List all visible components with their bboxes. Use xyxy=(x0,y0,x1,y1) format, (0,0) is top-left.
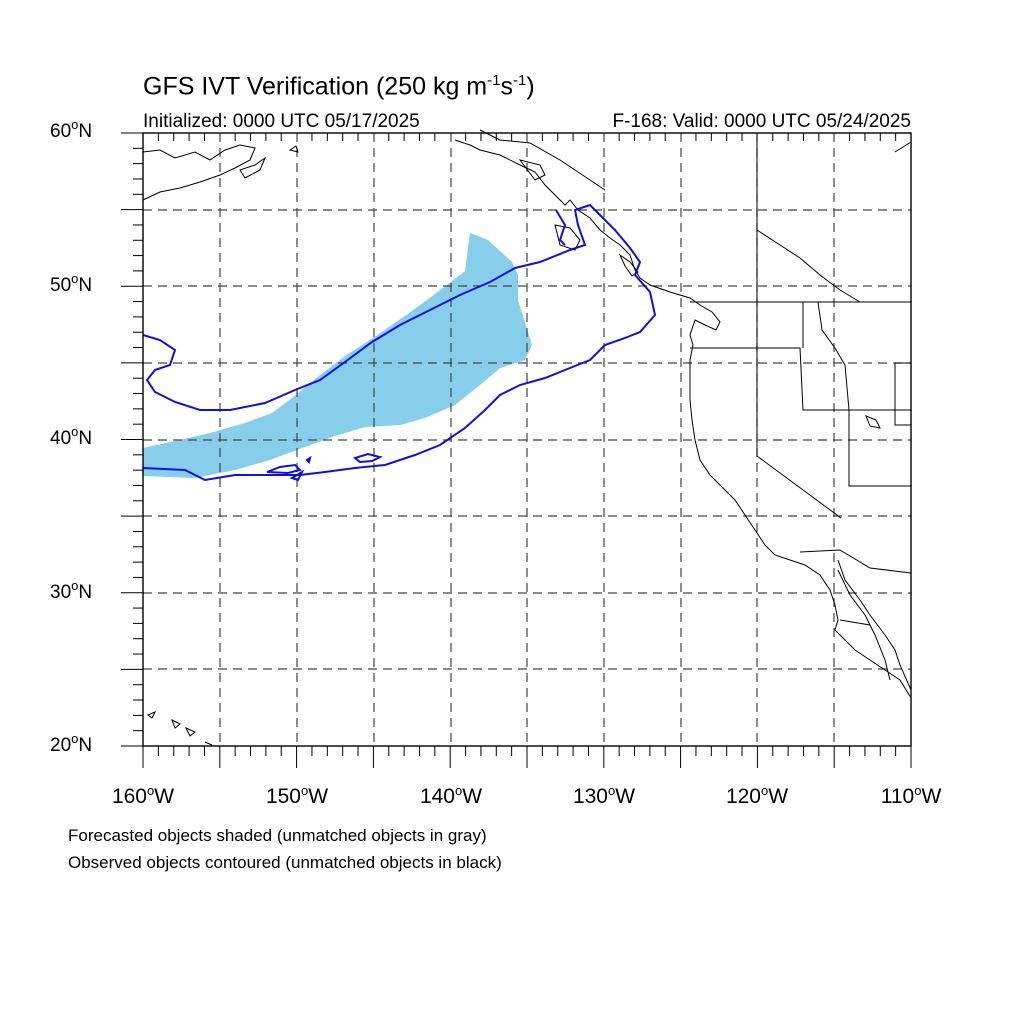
observed-object-contours xyxy=(142,203,657,482)
lon-label-110w: 110oW xyxy=(880,783,942,808)
lat-label-30: 30oN xyxy=(50,578,93,603)
lat-label-50: 50oN xyxy=(50,271,93,296)
lon-label-160w: 160oW xyxy=(111,783,175,808)
axis-ticks xyxy=(121,132,912,768)
legend-note-observed: Observed objects contoured (unmatched ob… xyxy=(68,853,502,872)
valid-time-label: F-168: Valid: 0000 UTC 05/24/2025 xyxy=(612,111,911,132)
forecast-object-shaded xyxy=(143,233,532,478)
chart-title: GFS IVT Verification (250 kg m-1s-1) xyxy=(143,72,535,101)
legend-note-forecast: Forecasted objects shaded (unmatched obj… xyxy=(68,826,487,845)
lon-label-150w: 150oW xyxy=(265,783,329,808)
lon-label-120w: 120oW xyxy=(725,783,789,808)
graticule-grid xyxy=(143,133,911,746)
lon-label-130w: 130oW xyxy=(572,783,636,808)
lat-label-40: 40oN xyxy=(50,424,93,449)
init-time-label: Initialized: 0000 UTC 05/17/2025 xyxy=(143,111,420,132)
coastlines-and-borders xyxy=(142,129,912,746)
lon-label-140w: 140oW xyxy=(419,783,483,808)
lat-label-20: 20oN xyxy=(50,731,93,756)
lat-label-60: 60oN xyxy=(50,117,93,142)
